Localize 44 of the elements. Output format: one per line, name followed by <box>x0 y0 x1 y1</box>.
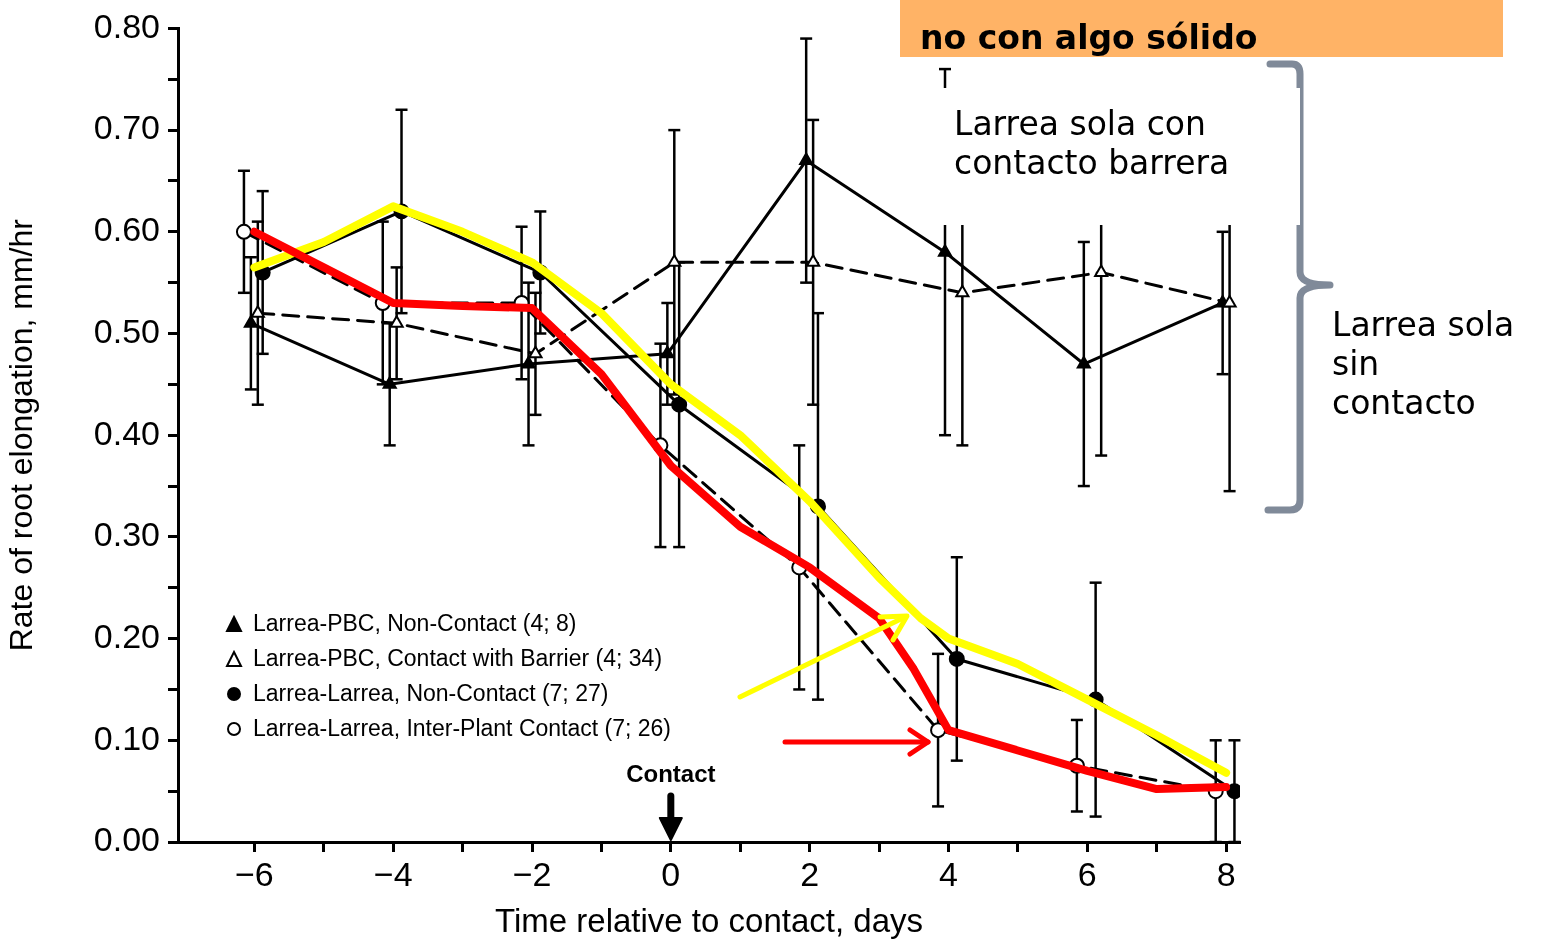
x-tick-label: 2 <box>800 854 820 893</box>
point <box>660 345 675 359</box>
point <box>243 315 258 328</box>
x-axis-title: Time relative to contact, days <box>495 902 923 940</box>
x-tick-label: −4 <box>373 854 413 893</box>
point <box>799 152 814 166</box>
point <box>521 356 536 369</box>
x-tick-label: 4 <box>939 854 958 893</box>
y-tick-label: 0.10 <box>93 718 160 757</box>
x-tick-label: −2 <box>512 854 552 893</box>
legend-label: Larrea-Larrea, Non-Contact (7; 27) <box>253 679 609 708</box>
point <box>1076 356 1091 369</box>
x-tick-label: −6 <box>234 854 274 893</box>
point <box>937 244 953 257</box>
point <box>1222 294 1237 308</box>
point <box>948 650 965 667</box>
point <box>382 376 397 389</box>
y-tick-label: 0.50 <box>93 311 160 350</box>
point <box>528 345 543 359</box>
annotation: Contact <box>625 760 717 788</box>
y-tick-label: 0.00 <box>93 820 160 859</box>
x-tick-label: 6 <box>1077 854 1097 893</box>
annotation: Larrea sola con contacto barrera <box>940 88 1300 225</box>
y-axis-title: Rate of root elongation, mm/hr <box>3 218 40 652</box>
y-tick-label: 0.30 <box>93 515 160 554</box>
point <box>955 284 970 298</box>
legend-label: Larrea-PBC, Contact with Barrier (4; 34) <box>253 644 663 673</box>
point <box>250 305 265 318</box>
y-tick-label: 0.60 <box>93 210 160 249</box>
point <box>671 396 688 413</box>
y-tick-label: 0.40 <box>93 413 160 452</box>
x-tick-label: 0 <box>661 854 681 893</box>
y-tick-label: 0.80 <box>93 6 160 45</box>
point <box>389 315 404 328</box>
point <box>667 254 682 267</box>
y-tick-label: 0.20 <box>93 616 160 655</box>
text: Larrea sola sin contacto <box>1332 305 1516 424</box>
point <box>806 254 821 267</box>
legend-label: Larrea-Larrea, Inter-Plant Contact (7; 26) <box>253 714 672 743</box>
legend-label: Larrea-PBC, Non-Contact (4; 8) <box>253 609 577 638</box>
point <box>1094 264 1109 277</box>
point <box>235 223 252 240</box>
x-tick-label: 8 <box>1216 854 1236 893</box>
y-tick-label: 0.70 <box>93 108 160 147</box>
